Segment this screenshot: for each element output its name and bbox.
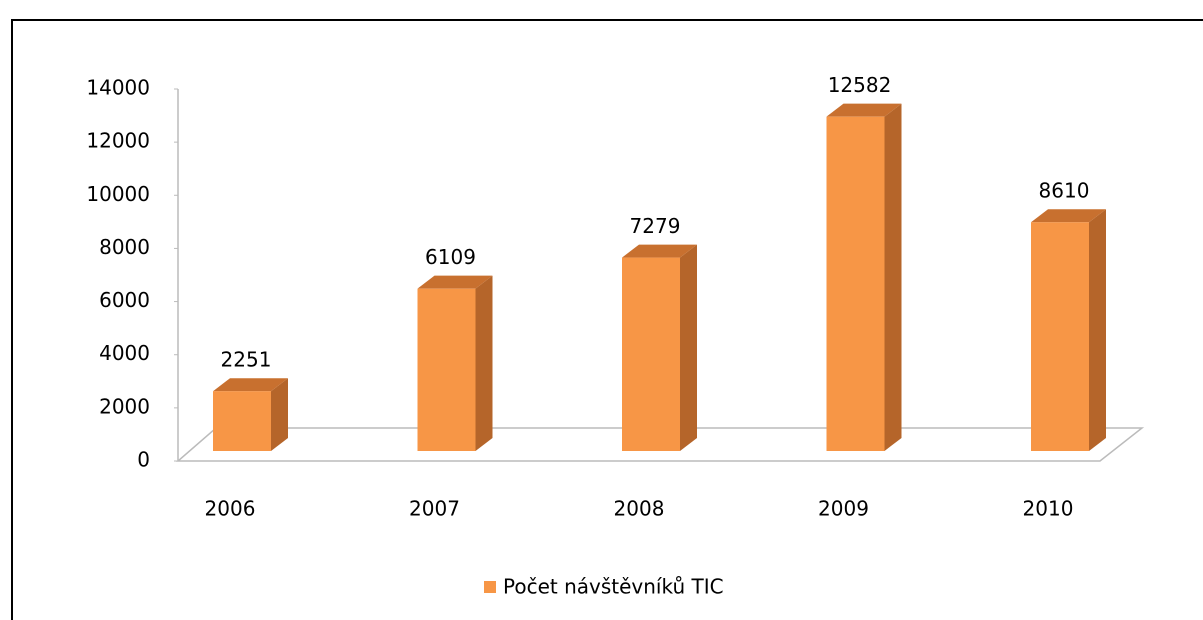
y-tick-label: 8000 [99,235,150,259]
bar-side [271,378,288,451]
bar-top [1031,209,1106,223]
bar-top [417,275,493,289]
bar [622,257,680,451]
x-tick-label: 2008 [614,497,665,521]
chart-frame [11,19,1203,620]
x-tick-label: 2007 [409,497,460,521]
data-label: 7279 [630,214,681,238]
data-label: 6109 [425,245,476,269]
y-tick-label: 10000 [86,182,150,206]
y-tick-label: 12000 [86,129,150,153]
bar-top [826,103,902,117]
bar [1031,222,1089,451]
bar-side [475,275,493,451]
y-tick-label: 0 [137,448,150,472]
y-tick-label: 2000 [99,394,150,418]
y-tick-label: 6000 [99,288,150,312]
data-label: 12582 [828,73,892,97]
legend-label: Počet návštěvníků TIC [503,575,724,599]
legend-swatch [484,581,496,593]
bar [826,116,885,451]
x-tick-label: 2010 [1023,497,1074,521]
bar-side [1089,209,1106,451]
bar [213,391,271,451]
y-tick-label: 14000 [86,76,150,100]
bar-side [884,103,902,451]
bar [417,288,476,451]
bar-top [213,378,288,392]
y-tick-label: 4000 [99,341,150,365]
data-label: 2251 [221,348,272,372]
bar-top [622,244,697,258]
x-tick-label: 2009 [818,497,869,521]
x-tick-label: 2006 [205,497,256,521]
bar-side [680,244,697,451]
data-label: 8610 [1039,179,1090,203]
